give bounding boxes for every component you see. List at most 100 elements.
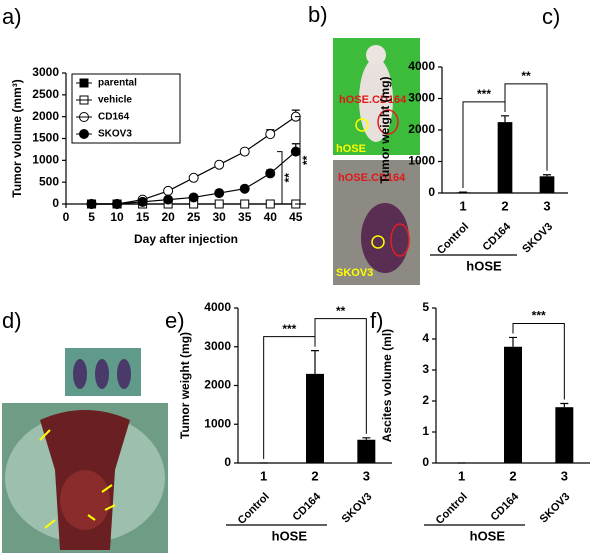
group-label: SKOV3	[520, 221, 555, 256]
y-tick-label: 2000	[408, 122, 435, 136]
group-name: hOSE	[272, 528, 308, 543]
y-tick-label: 500	[39, 174, 59, 188]
data-point	[188, 192, 199, 203]
y-tick-label: 3000	[204, 339, 231, 353]
x-tick-label: 2	[509, 468, 516, 483]
y-tick-label: 4000	[204, 300, 231, 314]
data-point	[188, 172, 199, 183]
y-tick-label: 2500	[32, 87, 59, 101]
group-label: Control	[434, 491, 470, 527]
x-tick-label: 25	[187, 210, 201, 224]
y-axis-label: Tumor volume (mm³)	[10, 79, 24, 197]
significance-bracket	[277, 151, 283, 205]
bar	[455, 192, 471, 193]
y-tick-label: 0	[224, 455, 231, 469]
y-tick-label: 3000	[32, 65, 59, 79]
error-bar	[509, 336, 517, 347]
panel-label: b)	[308, 2, 328, 27]
significance-bracket	[314, 318, 367, 434]
x-tick-label: 20	[161, 210, 175, 224]
panel-label: e)	[165, 308, 185, 333]
significance-label: **	[336, 304, 346, 318]
legend-box	[71, 73, 181, 144]
significance-bracket	[504, 83, 548, 171]
data-point	[112, 199, 123, 209]
legend-label: CD164	[98, 112, 130, 123]
y-tick-label: 4	[422, 331, 429, 345]
x-tick-label: 30	[213, 210, 227, 224]
significance-label: ***	[282, 322, 296, 336]
data-point	[239, 146, 250, 157]
group-label: Control	[236, 491, 272, 527]
x-tick-label: 1	[458, 468, 465, 483]
x-tick-label: 3	[543, 198, 550, 213]
photo-text: hOSE.CD164	[338, 172, 406, 184]
data-point	[214, 159, 225, 170]
y-axis-label: Tumor weight (mg)	[378, 76, 392, 183]
photo-d	[2, 348, 168, 553]
x-tick-label: 2	[311, 468, 318, 483]
x-tick-label: 40	[264, 210, 278, 224]
bar	[497, 122, 513, 193]
data-point	[163, 194, 174, 205]
y-tick-label: 1000	[32, 153, 59, 167]
x-tick-label: 5	[88, 210, 95, 224]
data-point	[265, 129, 276, 140]
data-point	[240, 199, 250, 209]
y-tick-label: 2000	[32, 109, 59, 123]
y-tick-label: 1000	[204, 416, 231, 430]
error-bar	[362, 437, 371, 440]
data-point	[214, 199, 224, 209]
panel-label: c)	[542, 4, 560, 29]
x-tick-label: 1	[459, 198, 466, 213]
photo-text: SKOV3	[336, 267, 373, 279]
x-tick-label: 1	[260, 468, 267, 483]
group-label: CD164	[480, 220, 513, 253]
y-tick-label: 1000	[408, 154, 435, 168]
significance-label: **	[282, 173, 296, 183]
group-label: SKOV3	[340, 491, 375, 526]
photo-b-top	[333, 38, 420, 155]
y-tick-label: 1	[422, 424, 429, 438]
y-tick-label: 0	[52, 196, 59, 210]
y-tick-label: 4000	[408, 59, 435, 73]
y-axis-label: Tumor weight (mg)	[178, 332, 192, 439]
bar	[357, 439, 376, 463]
panel-label: a)	[2, 4, 22, 29]
y-tick-label: 0	[422, 455, 429, 469]
x-tick-label: 3	[561, 468, 568, 483]
data-point	[239, 183, 250, 194]
significance-label: ***	[532, 309, 546, 323]
legend-label: parental	[98, 78, 137, 89]
data-point	[265, 168, 276, 179]
bar	[555, 407, 574, 463]
group-label: CD164	[488, 490, 521, 523]
y-tick-label: 2000	[204, 378, 231, 392]
error-bar	[501, 115, 509, 123]
significance-label: **	[521, 69, 531, 83]
photo-text: hOSE	[336, 143, 366, 155]
x-axis-label: Day after injection	[134, 232, 238, 246]
group-label: CD164	[290, 490, 323, 523]
y-tick-label: 3000	[408, 91, 435, 105]
group-name: hOSE	[470, 528, 506, 543]
photo-text: hOSE.CD164	[339, 94, 407, 106]
x-tick-label: 45	[289, 210, 303, 224]
panel-label: f)	[370, 308, 383, 333]
data-point	[163, 185, 174, 196]
significance-bracket	[295, 116, 301, 205]
y-tick-label: 2	[422, 393, 429, 407]
y-axis-label: Ascites volume (ml)	[380, 329, 394, 442]
bar	[539, 176, 555, 193]
x-tick-label: 0	[63, 210, 70, 224]
panel-label: d)	[2, 308, 22, 333]
data-point	[290, 146, 301, 157]
x-tick-label: 15	[136, 210, 150, 224]
data-point	[137, 196, 148, 207]
x-tick-label: 35	[238, 210, 252, 224]
x-tick-label: 3	[363, 468, 370, 483]
significance-label: **	[300, 155, 314, 165]
legend-label: vehicle	[98, 95, 132, 106]
x-tick-label: 10	[110, 210, 124, 224]
